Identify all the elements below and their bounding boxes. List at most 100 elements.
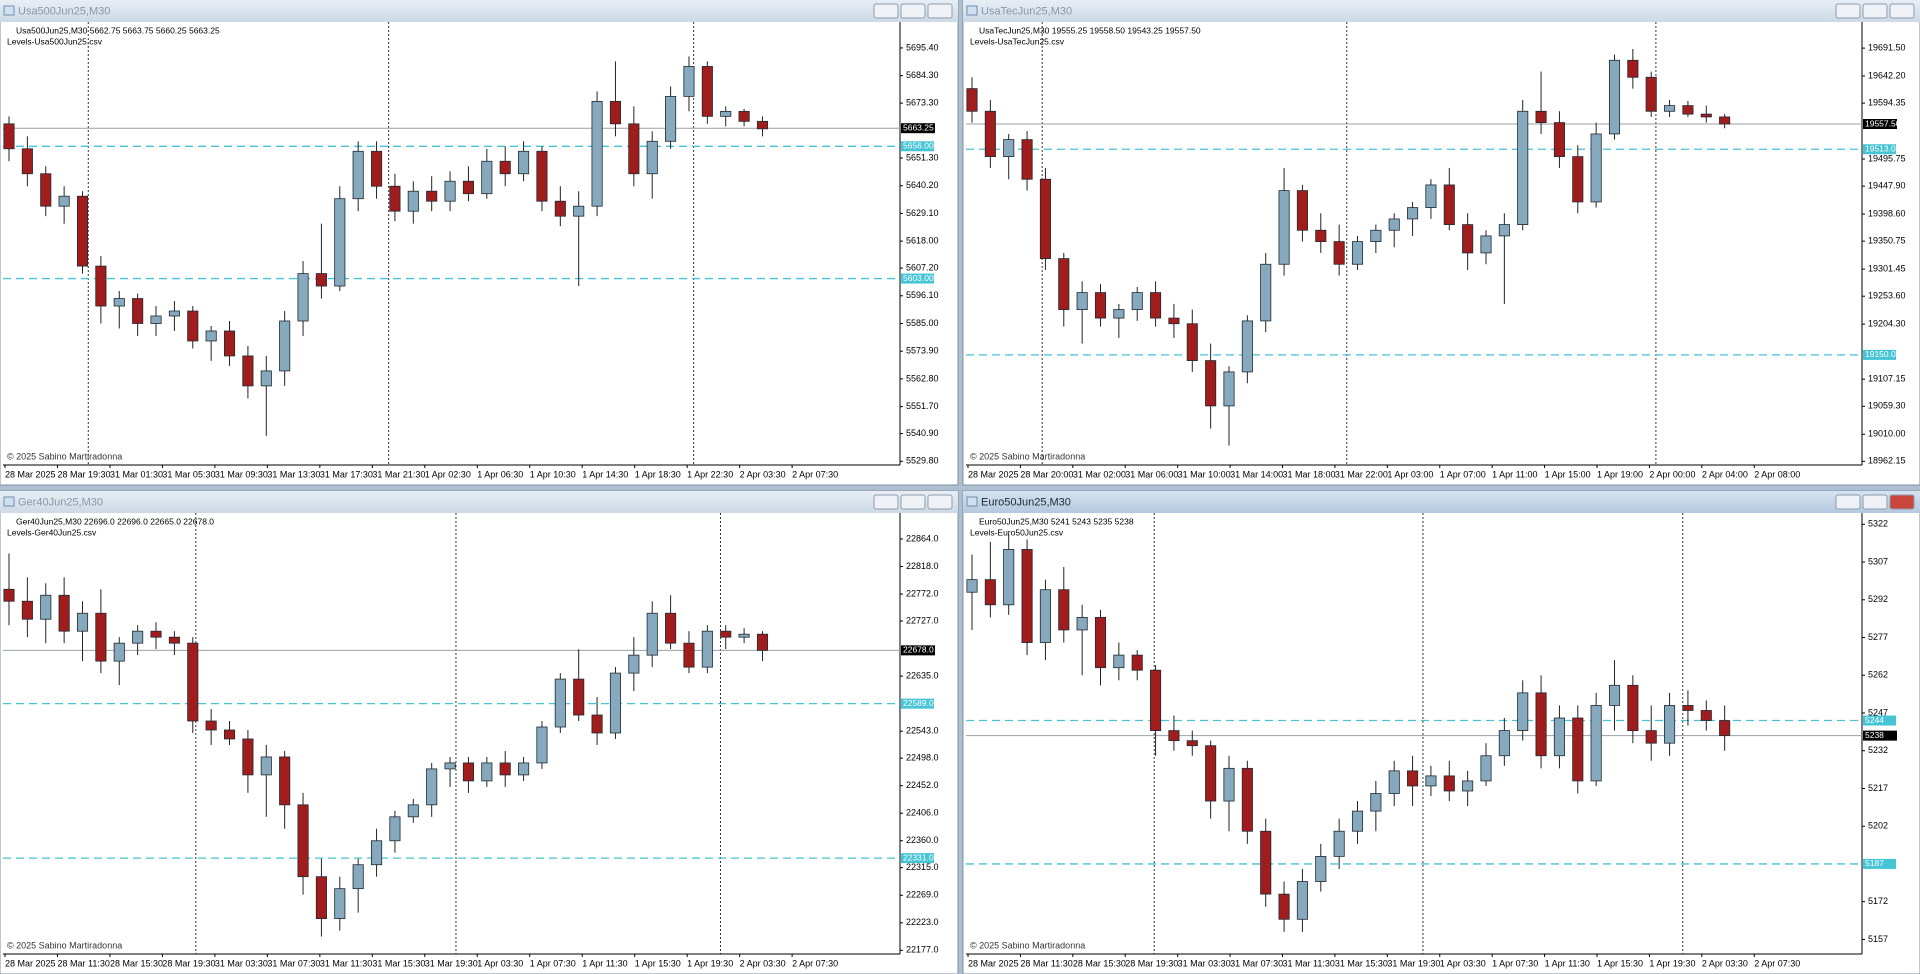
candle-body-up: [1517, 692, 1529, 731]
level-label: 5656.00: [903, 141, 934, 151]
y-tick-label: 22498.0: [906, 753, 939, 763]
x-tick-label: 2 Apr 00:00: [1649, 469, 1695, 479]
y-tick-label: 19301.45: [1868, 263, 1906, 273]
candle-body-up: [1590, 705, 1602, 782]
x-tick-label: 31 Mar 05:30: [162, 469, 215, 479]
candle-body-down: [984, 579, 996, 606]
candle-body-down: [1094, 616, 1107, 669]
candle-body-down: [1572, 156, 1584, 203]
candle-body-down: [1535, 110, 1547, 124]
candle-body-up: [701, 630, 713, 668]
x-tick-label: 31 Mar 14:00: [1230, 469, 1283, 479]
symbol-info: Usa500Jun25,M30 5662.75 5663.75 5660.25 …: [16, 25, 220, 35]
chart-window: Ger40Jun25,M30 22864.0 22818.0 22772.0 22727…: [0, 490, 959, 974]
x-tick-label: 28 Mar 11:30: [57, 958, 109, 968]
candle-body-down: [1315, 229, 1327, 242]
candle-body-up: [481, 160, 493, 195]
candle-body-down: [58, 594, 70, 632]
level-label: 19513.00: [1865, 143, 1901, 153]
candle-body-up: [518, 150, 530, 175]
candle-body-down: [132, 298, 144, 324]
candle-body-down: [187, 642, 199, 722]
maximize-button[interactable]: [1862, 3, 1888, 19]
candle-body-up: [132, 630, 144, 644]
level-tag: [901, 853, 934, 864]
y-tick-label: 22635.0: [906, 670, 939, 680]
y-tick-label: 22727.0: [906, 615, 939, 625]
candle-body-up: [518, 762, 530, 776]
candle-body-down: [1241, 767, 1253, 832]
y-tick-label: 5629.10: [906, 208, 939, 218]
x-tick-label: 1 Apr 03:30: [1440, 958, 1486, 968]
candle-body-down: [554, 200, 566, 217]
candle-body-down: [223, 729, 236, 740]
candle-body-up: [1480, 235, 1492, 254]
candle-body-up: [1407, 207, 1419, 220]
candle-body-down: [95, 265, 107, 307]
maximize-button[interactable]: [1862, 494, 1888, 510]
x-tick-label: 31 Mar 22:00: [1335, 469, 1388, 479]
window-title: UsaTecJun25,M30: [981, 5, 1072, 17]
candle-body-down: [1205, 745, 1217, 802]
y-tick-label: 22452.0: [906, 780, 939, 790]
candle-body-up: [720, 110, 732, 117]
x-tick-label: 31 Mar 02:00: [1073, 469, 1126, 479]
y-tick-label: 22772.0: [906, 588, 939, 598]
candle-body-down: [168, 636, 180, 644]
y-tick-label: 19495.75: [1868, 153, 1906, 163]
y-tick-label: 5202: [1868, 821, 1888, 831]
minimize-button[interactable]: [1835, 3, 1861, 19]
candle-body-up: [260, 756, 272, 776]
candle-body-up: [1223, 371, 1235, 407]
y-tick-label: 22818.0: [906, 561, 939, 571]
x-tick-label: 31 Mar 17:30: [320, 469, 373, 479]
candle-body-down: [1150, 292, 1162, 319]
candle-body-down: [1131, 654, 1143, 671]
level-tag: [901, 698, 934, 709]
candle-body-up: [591, 100, 603, 207]
candle-body-up: [1039, 589, 1051, 643]
y-tick-label: 5618.00: [906, 236, 939, 246]
x-tick-label: 2 Apr 08:00: [1754, 469, 1800, 479]
x-tick-label: 28 Mar 19:30: [162, 958, 215, 968]
close-button[interactable]: [927, 3, 953, 19]
candle-body-up: [628, 654, 640, 674]
close-button[interactable]: [1889, 3, 1915, 19]
x-tick-label: 2 Apr 03:30: [740, 958, 786, 968]
x-tick-label: 1 Apr 19:30: [687, 958, 733, 968]
candle-body-down: [1021, 549, 1033, 643]
window-title: Usa500Jun25,M30: [18, 5, 110, 17]
copyright: © 2025 Sabino Martiradonna: [970, 451, 1085, 461]
level-tag: [1863, 858, 1896, 869]
window-frame: [0, 490, 959, 974]
candle-body-down: [1719, 116, 1731, 125]
candle-body-up: [646, 612, 658, 656]
candle-body-down: [315, 876, 327, 920]
candle-body-down: [1682, 105, 1694, 115]
candle-body-up: [966, 579, 978, 593]
minimize-button[interactable]: [1835, 494, 1861, 510]
level-label: 19150.00: [1865, 349, 1901, 359]
maximize-button[interactable]: [900, 3, 926, 19]
x-tick-label: 28 Mar 2025: [5, 469, 56, 479]
candle-body-up: [352, 864, 364, 890]
candle-body-up: [1388, 218, 1400, 231]
minimize-button[interactable]: [873, 3, 899, 19]
candle-body-up: [371, 840, 383, 866]
y-tick-label: 19447.90: [1868, 180, 1906, 190]
x-tick-label: 28 Mar 19:30: [1125, 958, 1178, 968]
y-tick-label: 5684.30: [906, 70, 939, 80]
candle-body-down: [1682, 705, 1694, 711]
candle-body-up: [1131, 292, 1143, 310]
minimize-button[interactable]: [873, 494, 899, 510]
candle-body-down: [665, 612, 677, 644]
symbol-info: Euro50Jun25,M30 5241 5243 5235 5238: [979, 516, 1134, 526]
candle-body-down: [1058, 258, 1070, 310]
x-tick-label: 1 Apr 19:00: [1597, 469, 1643, 479]
candle-body-down: [205, 720, 217, 731]
close-button[interactable]: [1889, 494, 1915, 510]
close-button[interactable]: [927, 494, 953, 510]
candle-body-up: [1370, 229, 1382, 242]
candle-body-down: [1168, 317, 1180, 325]
maximize-button[interactable]: [900, 494, 926, 510]
